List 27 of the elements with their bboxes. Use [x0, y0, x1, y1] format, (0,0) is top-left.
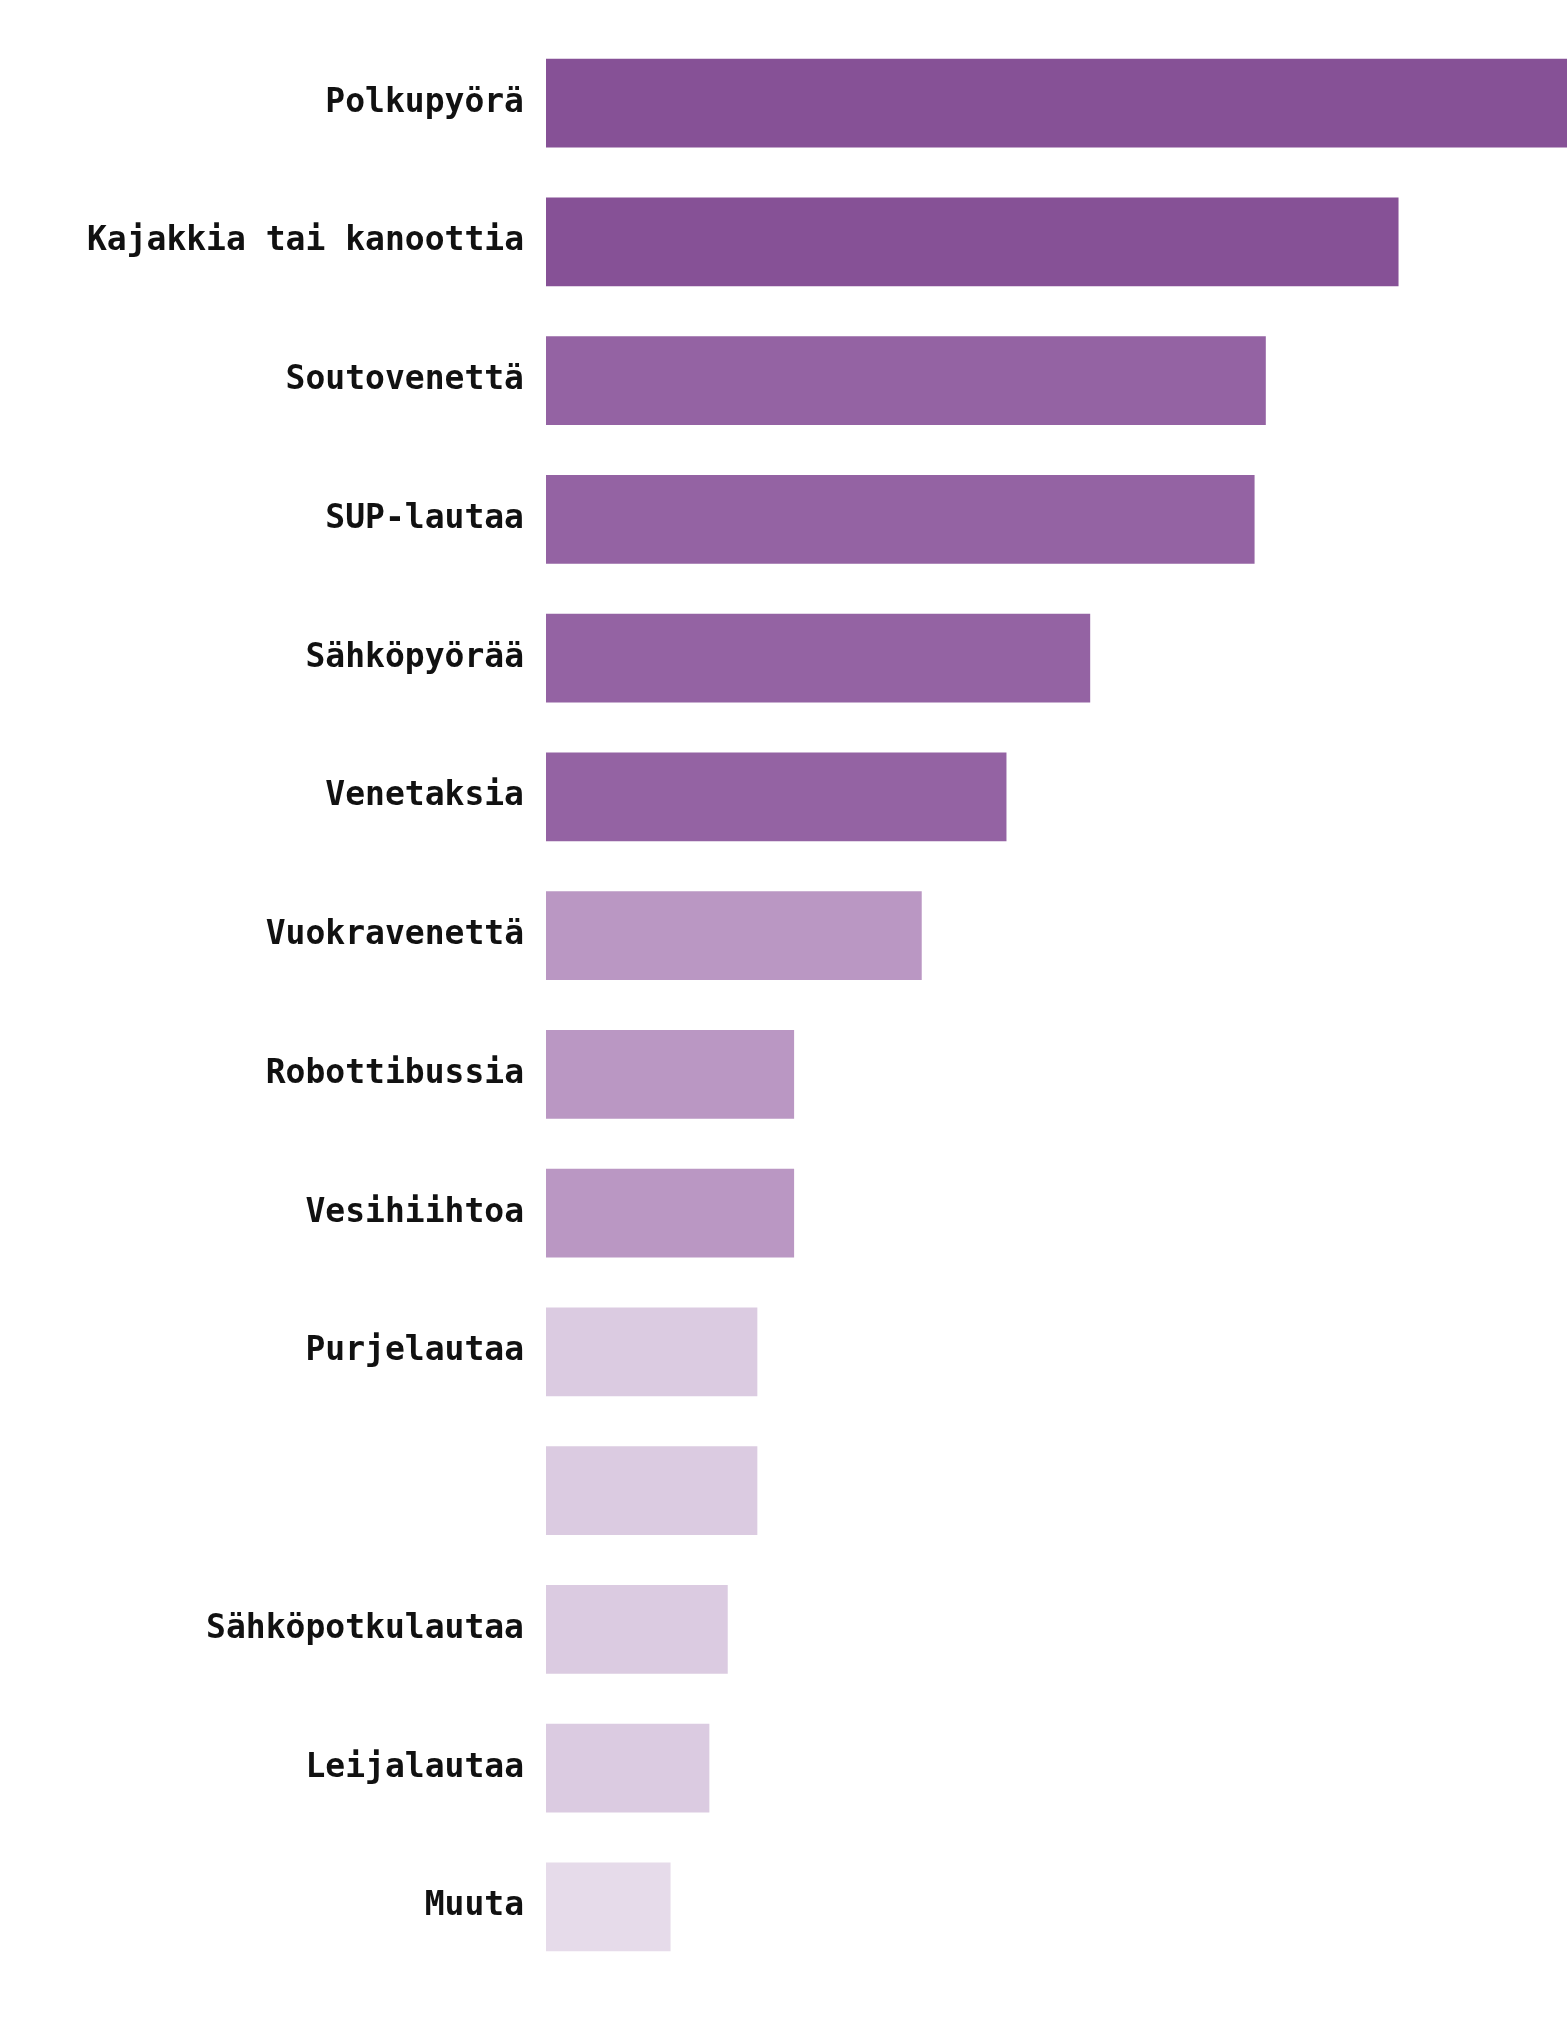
y-tick-label: Soutovenettä: [285, 358, 524, 398]
bar: [546, 1307, 758, 1397]
y-tick-label: Sähköpotkulautaa: [206, 1606, 524, 1646]
bar: [546, 1168, 795, 1258]
y-tick-label: Kajakkia tai kanoottia: [86, 219, 524, 259]
bar: [546, 752, 1007, 842]
y-tick-label: SUP-lautaa: [325, 496, 524, 536]
y-tick-label: Venetaksia: [325, 774, 524, 814]
bar: [546, 891, 922, 981]
y-tick-label: Sähköpyörää: [305, 635, 524, 675]
y-tick-label: Polkupyörä: [325, 80, 524, 120]
bar: [546, 475, 1255, 564]
bar: [546, 1446, 758, 1535]
y-tick-label: Muuta: [424, 1884, 524, 1924]
bar: [546, 197, 1399, 287]
y-tick-label: Leijalautaa: [305, 1745, 524, 1785]
y-tick-label: Robottibussia: [265, 1051, 524, 1091]
bar: [546, 1862, 671, 1952]
bar: [546, 613, 1091, 703]
y-tick-label: Vesihiihtoa: [305, 1190, 524, 1230]
bar: [546, 58, 1567, 148]
bar: [546, 1029, 795, 1119]
bar: [546, 1723, 710, 1813]
y-tick-label: Purjelautaa: [305, 1329, 524, 1369]
bar: [546, 1584, 728, 1674]
bar: [546, 336, 1266, 426]
y-tick-label: Vuokravenettä: [265, 913, 524, 953]
